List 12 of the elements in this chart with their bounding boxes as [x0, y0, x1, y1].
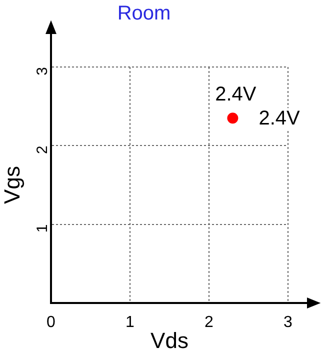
y-tick-label: 2 [34, 146, 52, 154]
x-tick-label: 1 [126, 314, 135, 332]
x-tick-label: 3 [284, 314, 293, 332]
y-axis-title: Vgs [0, 166, 24, 204]
x-tick-label: 2 [204, 314, 214, 332]
y-tick-label: 1 [34, 224, 52, 233]
chart-title: Room [117, 2, 171, 25]
x-tick-label: 0 [46, 314, 56, 332]
annotation: 2.4V [258, 108, 301, 130]
x-axis-title: Vds [150, 328, 188, 353]
y-tick-label: 3 [34, 67, 52, 76]
annotation: 2.4V [215, 84, 257, 106]
